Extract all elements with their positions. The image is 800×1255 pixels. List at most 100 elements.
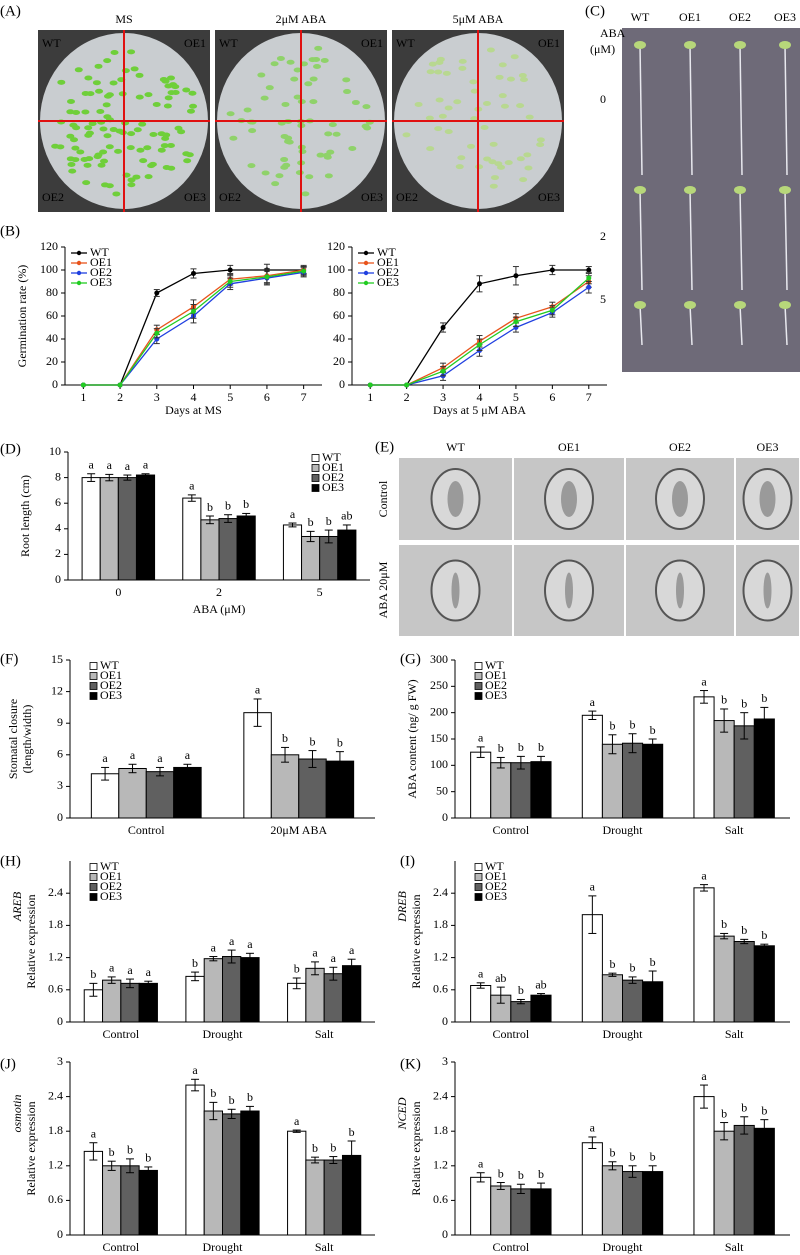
significance-letter: a: [701, 868, 707, 882]
seedling: [71, 157, 80, 163]
pore: [451, 572, 460, 609]
legend-label: OE3: [100, 688, 122, 702]
significance-letter: a: [478, 967, 484, 981]
seedling: [309, 99, 318, 105]
root: [689, 304, 693, 346]
seedling: [488, 159, 497, 165]
significance-letter: b: [650, 1150, 656, 1164]
seedling: [66, 98, 75, 104]
seedling: [185, 152, 194, 158]
gene-label: AREB: [10, 891, 24, 922]
legend-label: WT: [485, 658, 504, 672]
row-label: ABA 20μM: [376, 561, 390, 618]
seedling: [455, 164, 464, 170]
legend-label: OE3: [485, 688, 507, 702]
seedling: [309, 76, 318, 82]
legend-marker: [363, 250, 369, 256]
column-label: WT: [446, 440, 465, 454]
significance-letter: b: [145, 1151, 151, 1165]
bar: [236, 515, 256, 581]
root: [639, 44, 643, 176]
quadrant-label: OE1: [184, 36, 206, 50]
bar: [581, 1142, 603, 1236]
seedling: [516, 156, 525, 162]
legend-swatch: [474, 672, 483, 680]
seedling: [95, 88, 104, 94]
seedling: [332, 131, 341, 137]
bar: [102, 1165, 122, 1236]
seedling: [328, 122, 337, 128]
bar: [185, 975, 205, 1023]
bar: [305, 967, 325, 1023]
y-tick-label: 9: [57, 715, 63, 729]
root: [689, 189, 693, 291]
marker: [227, 267, 233, 273]
seedling: [271, 181, 280, 187]
seedling: [402, 132, 411, 138]
y-tick-label: 60: [333, 308, 345, 322]
seedling: [103, 114, 112, 120]
bar: [138, 1169, 158, 1236]
bar: [99, 477, 119, 581]
bar: [200, 519, 220, 581]
x-tick-label: 2: [404, 390, 410, 404]
row-title: ABA: [600, 26, 626, 40]
significance-letter: a: [109, 961, 115, 975]
seedling: [435, 59, 444, 65]
marker: [227, 279, 233, 284]
y-tick-label: 3: [57, 1054, 63, 1068]
pore: [676, 572, 684, 609]
bar: [601, 1165, 624, 1236]
root: [784, 44, 788, 176]
y-tick-label: 1.8: [48, 1123, 63, 1137]
legend-marker: [363, 280, 369, 286]
marker: [549, 267, 555, 273]
y-tick-label: 2.4: [48, 1088, 63, 1102]
pore: [763, 572, 772, 609]
seedling: [261, 170, 270, 176]
seedling: [457, 155, 466, 161]
seedling: [453, 99, 462, 105]
seedling: [536, 137, 545, 143]
seedling: [127, 49, 136, 55]
seedling: [519, 177, 528, 183]
y-tick-label: 6: [57, 747, 63, 761]
significance-letter: b: [741, 923, 747, 937]
y-tick-label: 50: [436, 783, 448, 797]
x-tick-label: 1: [80, 390, 86, 404]
seedling: [127, 182, 136, 188]
bar: [490, 1185, 512, 1236]
seedling: [458, 58, 467, 64]
seedling: [69, 122, 78, 128]
y-tick-label: 20: [46, 354, 58, 368]
seedling: [475, 164, 484, 170]
significance-letter: a: [130, 748, 136, 762]
seedling: [92, 80, 101, 86]
significance-letter: a: [349, 943, 355, 957]
x-tick-label: 5: [317, 585, 323, 599]
bar: [173, 766, 202, 819]
seedling: [84, 125, 93, 131]
seedling: [280, 133, 289, 139]
legend-label: WT: [377, 245, 396, 259]
seedling: [444, 105, 453, 111]
significance-letter: a: [91, 1126, 97, 1140]
marker: [477, 342, 482, 348]
significance-letter: b: [326, 514, 332, 528]
seedling: [362, 104, 371, 110]
y-tick-label: 200: [430, 704, 448, 718]
seedling: [313, 64, 322, 70]
significance-letter: b: [650, 723, 656, 737]
seedling: [293, 67, 302, 73]
marker: [440, 368, 446, 374]
x-tick-label: 3: [154, 390, 160, 404]
bar: [530, 1188, 552, 1236]
seedling: [109, 127, 118, 133]
legend-swatch: [89, 883, 98, 891]
seedling: [188, 90, 197, 96]
legend-label: OE2: [485, 678, 507, 692]
x-axis-label: ABA (μM): [193, 602, 246, 616]
column-label: OE3: [774, 10, 796, 24]
seedling: [434, 69, 443, 75]
marker: [264, 274, 270, 280]
